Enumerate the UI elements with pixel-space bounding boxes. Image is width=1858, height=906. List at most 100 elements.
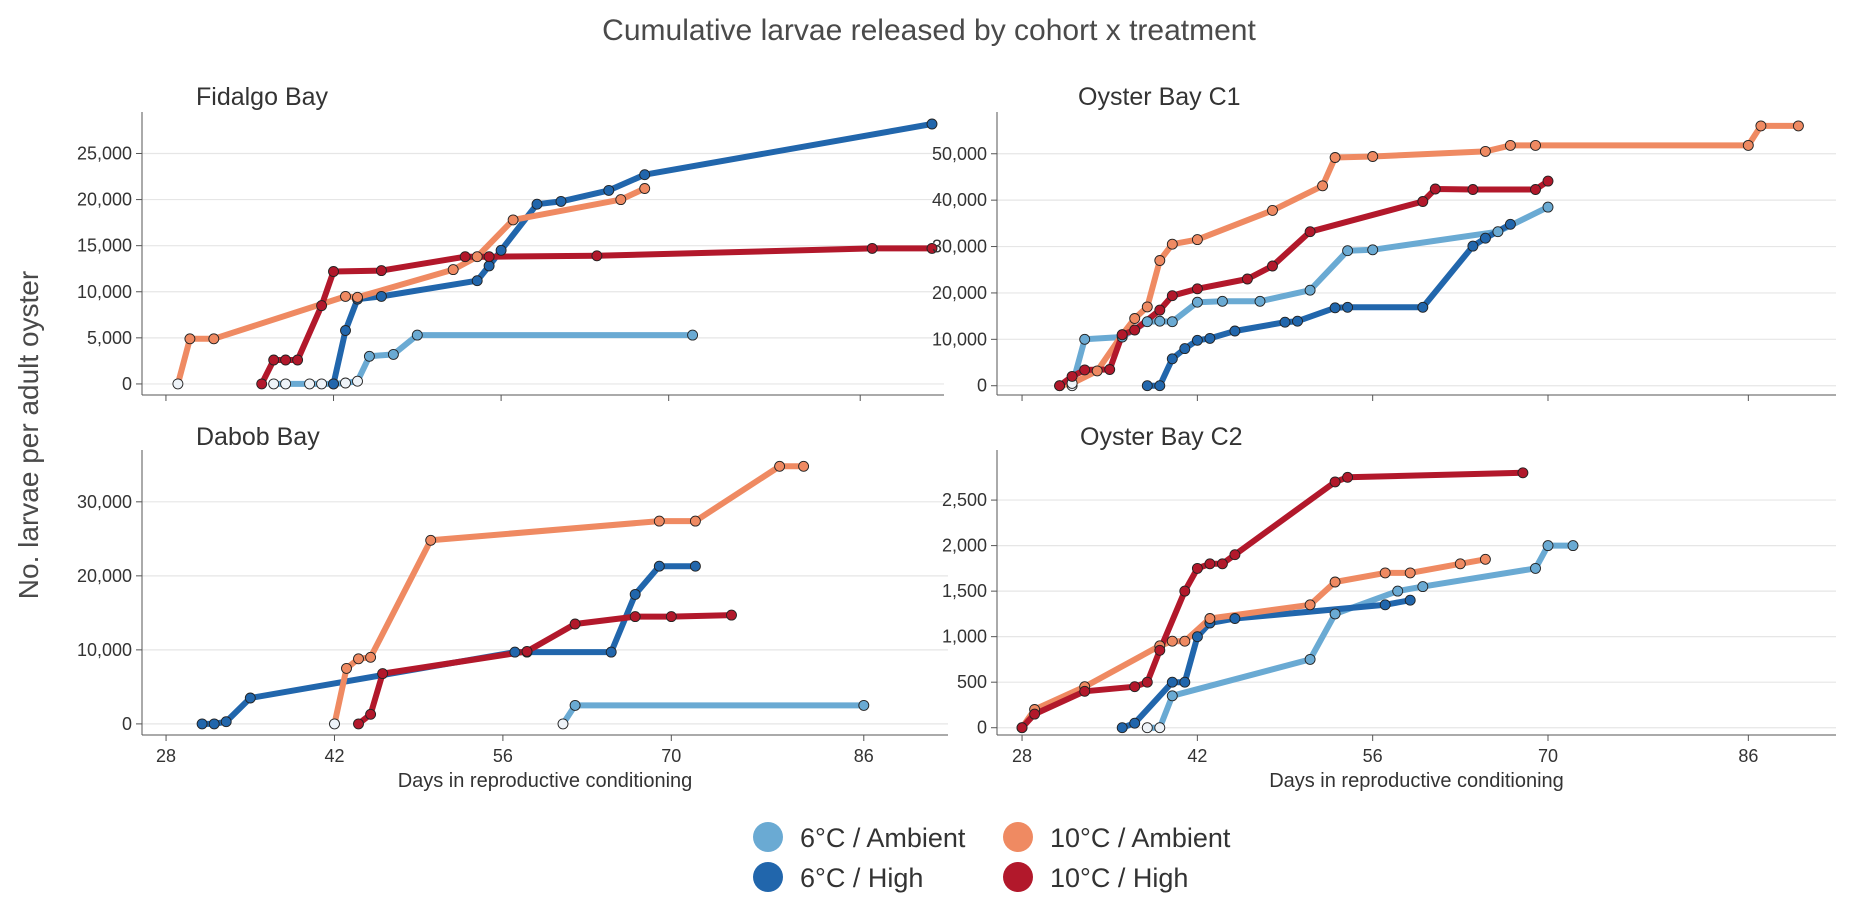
data-point: [292, 354, 304, 366]
data-point: [1054, 380, 1066, 392]
data-point: [1016, 722, 1028, 734]
data-point: [1204, 332, 1216, 344]
data-point: [1542, 201, 1554, 213]
data-point: [687, 329, 699, 341]
data-point: [1567, 540, 1579, 552]
data-point: [591, 250, 603, 262]
data-point: [1179, 343, 1191, 355]
x-tick-label: 56: [1363, 746, 1383, 766]
y-tick-label: 10,000: [77, 282, 132, 302]
data-point: [1191, 296, 1203, 308]
legend-swatch: [753, 862, 783, 892]
x-tick-label: 56: [493, 746, 513, 766]
x-tick-label: 86: [1738, 746, 1758, 766]
data-point: [353, 718, 364, 730]
data-point: [280, 378, 292, 390]
data-point: [1292, 315, 1303, 327]
y-tick-label: 0: [122, 374, 132, 394]
x-tick-label: 42: [1187, 746, 1207, 766]
data-point: [1141, 301, 1153, 313]
data-point: [341, 662, 352, 674]
data-point: [1166, 290, 1178, 302]
data-point: [1504, 218, 1516, 230]
panel-title: Dabob Bay: [196, 423, 320, 451]
data-point: [1530, 184, 1541, 195]
data-point: [1504, 139, 1516, 151]
data-point: [639, 183, 651, 194]
legend-label: 6°C / Ambient: [800, 823, 966, 853]
data-point: [1342, 301, 1354, 313]
y-tick-label: 1,000: [942, 627, 987, 647]
y-axis-label: No. larvae per adult oyster: [13, 271, 44, 599]
y-tick-label: 50,000: [932, 144, 987, 164]
data-point: [1129, 313, 1141, 324]
data-point: [244, 692, 256, 704]
data-point: [1154, 722, 1166, 734]
legend-item: 10°C / Ambient: [1003, 822, 1231, 853]
data-point: [653, 560, 665, 572]
data-point: [1066, 370, 1078, 382]
data-point: [340, 325, 351, 336]
data-point: [471, 275, 483, 287]
data-point: [1116, 329, 1128, 341]
data-point: [1166, 238, 1178, 250]
data-point: [1241, 273, 1253, 285]
series-line: [174, 185, 648, 387]
data-point: [665, 611, 677, 623]
data-point: [557, 718, 569, 730]
chart-title: Cumulative larvae released by cohort x t…: [602, 14, 1256, 47]
legend-swatch: [1003, 822, 1033, 852]
data-point: [1216, 295, 1228, 307]
data-point: [1342, 245, 1354, 257]
data-point: [1166, 635, 1178, 647]
data-point: [471, 251, 483, 263]
x-tick-label: 86: [854, 746, 874, 766]
data-point: [531, 198, 543, 210]
series-line: [258, 245, 935, 387]
series-line: [355, 612, 735, 727]
data-point: [1792, 120, 1804, 132]
data-point: [1379, 567, 1391, 579]
x-tick-label: 70: [1538, 746, 1558, 766]
series-line: [1056, 178, 1551, 389]
data-point: [1191, 334, 1203, 346]
data-point: [629, 588, 641, 600]
y-tick-label: 15,000: [77, 236, 132, 256]
legend-label: 10°C / Ambient: [1050, 823, 1231, 853]
data-point: [1304, 599, 1316, 611]
data-point: [603, 184, 615, 196]
data-point: [483, 260, 495, 272]
data-point: [1542, 175, 1554, 187]
data-point: [926, 242, 938, 254]
data-point: [353, 653, 364, 665]
data-point: [1166, 353, 1178, 365]
y-tick-label: 5,000: [87, 328, 132, 348]
data-point: [1166, 316, 1178, 328]
data-point: [1267, 260, 1278, 272]
data-point: [1279, 316, 1291, 328]
data-point: [1191, 234, 1203, 246]
y-tick-label: 20,000: [77, 190, 132, 210]
data-point: [1191, 631, 1203, 643]
y-tick-label: 30,000: [932, 237, 987, 257]
legend-item: 6°C / Ambient: [753, 822, 966, 853]
data-point: [328, 378, 339, 390]
y-tick-label: 20,000: [932, 283, 987, 303]
data-point: [447, 264, 459, 276]
data-point: [1755, 120, 1767, 132]
y-tick-label: 1,500: [942, 581, 987, 601]
data-point: [926, 118, 938, 130]
series-line: [1144, 542, 1576, 731]
data-point: [1404, 567, 1416, 579]
data-point: [365, 651, 377, 663]
data-point: [459, 251, 471, 263]
data-point: [689, 515, 701, 527]
data-point: [1029, 708, 1041, 720]
data-point: [1367, 151, 1379, 162]
data-point: [1267, 204, 1278, 216]
data-point: [507, 214, 519, 226]
data-point: [726, 609, 737, 621]
series-line: [199, 563, 699, 727]
data-point: [1141, 722, 1153, 734]
